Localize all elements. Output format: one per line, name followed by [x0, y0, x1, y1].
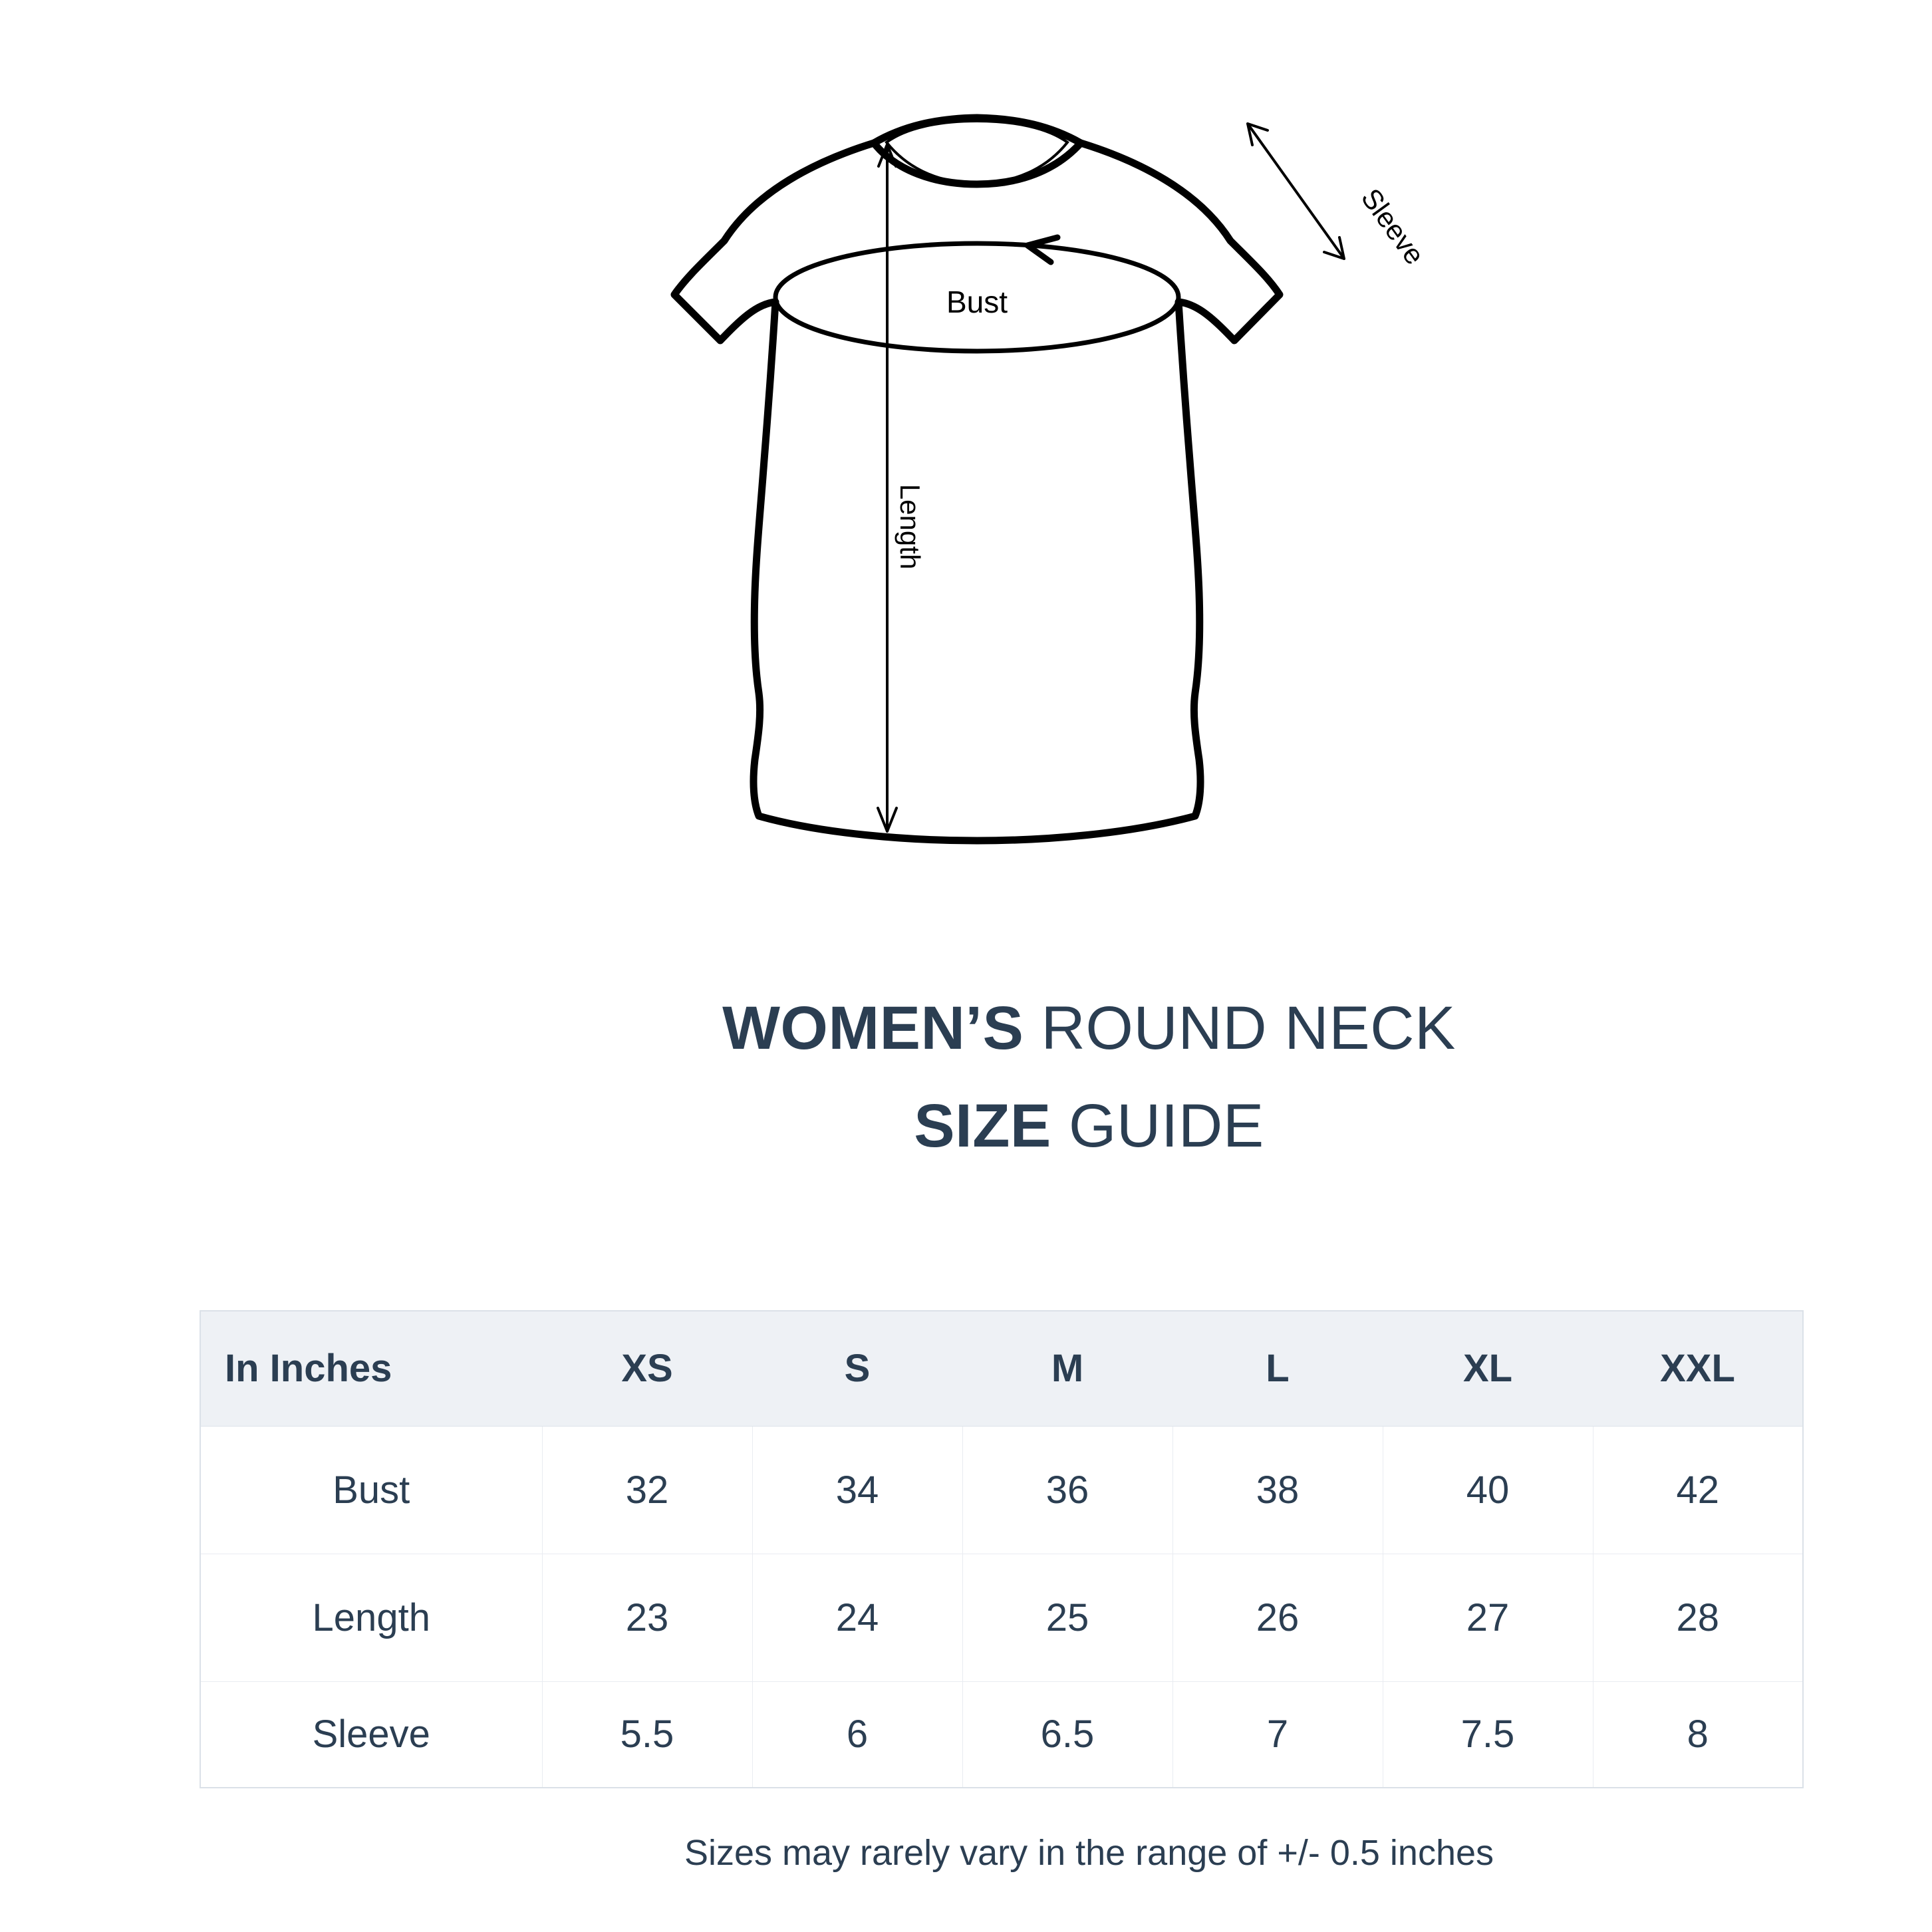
svg-text:Bust: Bust: [946, 285, 1008, 319]
svg-text:Length: Length: [895, 484, 926, 569]
svg-text:Sleeve: Sleeve: [1355, 183, 1431, 271]
